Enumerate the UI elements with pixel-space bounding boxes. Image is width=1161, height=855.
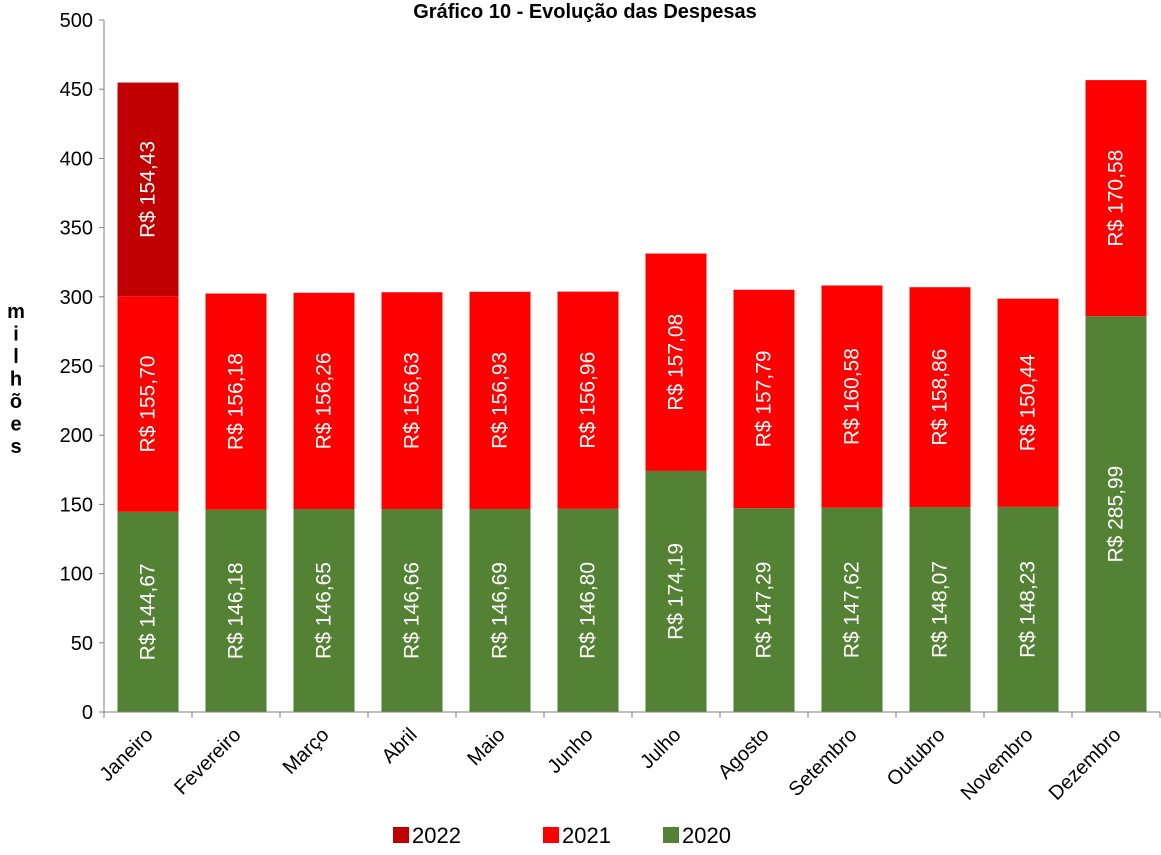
chart-title: Gráfico 10 - Evolução das Despesas [413, 1, 757, 23]
y-axis-label-char: m [7, 301, 25, 323]
data-label-2020-janeiro: R$ 144,67 [137, 563, 160, 660]
y-tick-label: 350 [60, 218, 93, 240]
y-axis-label-char: i [13, 324, 19, 346]
data-label-2021-julho: R$ 157,08 [665, 314, 688, 411]
data-label-2021-setembro: R$ 160,58 [841, 348, 864, 445]
data-label-2020-agosto: R$ 147,29 [753, 562, 776, 659]
y-tick-label: 200 [60, 425, 93, 447]
data-label-2020-outubro: R$ 148,07 [929, 561, 952, 658]
data-label-2020-junho: R$ 146,80 [577, 562, 600, 659]
x-tick-label: Outubro [883, 724, 950, 791]
bars [117, 80, 1147, 712]
data-label-2021-março: R$ 156,26 [313, 352, 336, 449]
y-tick-label: 0 [82, 702, 93, 724]
x-tick-label: Julho [636, 724, 685, 773]
bar-2020-janeiro [117, 511, 179, 712]
data-label-2021-agosto: R$ 157,79 [753, 350, 776, 447]
data-label-2021-novembro: R$ 150,44 [1017, 354, 1040, 451]
bar-2021-julho [645, 253, 707, 471]
y-axis-label-char: h [10, 369, 22, 391]
data-label-2021-abril: R$ 156,63 [401, 352, 424, 449]
data-label-2021-dezembro: R$ 170,58 [1105, 150, 1128, 247]
legend-label-2020: 2020 [682, 823, 731, 848]
data-label-2020-maio: R$ 146,69 [489, 562, 512, 659]
bar-2020-novembro [997, 506, 1059, 712]
legend-swatch-2020 [663, 827, 679, 843]
bar-2020-setembro [821, 507, 883, 712]
x-tick-label: Abril [378, 724, 422, 768]
bar-2020-maio [469, 508, 531, 712]
y-axis-label-char: l [13, 346, 19, 368]
bar-2021-janeiro [117, 296, 179, 512]
data-label-2021-janeiro: R$ 155,70 [137, 356, 160, 453]
y-axis-label-char: õ [10, 391, 22, 413]
x-tick-label: Dezembro [1045, 724, 1126, 805]
bar-2020-outubro [909, 507, 971, 712]
bar-2020-dezembro [1085, 316, 1147, 712]
bar-2021-março [293, 292, 355, 510]
data-label-2020-setembro: R$ 147,62 [841, 561, 864, 658]
bar-2021-outubro [909, 287, 971, 508]
y-tick-label: 500 [60, 10, 93, 32]
data-label-2021-outubro: R$ 158,86 [929, 349, 952, 446]
data-label-2021-maio: R$ 156,93 [489, 352, 512, 449]
data-label-2021-fevereiro: R$ 156,18 [225, 353, 248, 450]
bar-2020-março [293, 509, 355, 712]
x-tick-label: Agosto [714, 724, 774, 784]
y-tick-label: 450 [60, 79, 93, 101]
bar-2022-janeiro [117, 82, 179, 297]
bar-2020-julho [645, 470, 707, 712]
x-tick-label: Janeiro [96, 724, 158, 786]
data-label-2020-dezembro: R$ 285,99 [1105, 466, 1128, 563]
legend: 2022 2021 2020 [393, 823, 731, 848]
legend-swatch-2022 [393, 827, 409, 843]
y-axis-label-char: s [10, 436, 21, 458]
data-label-2020-março: R$ 146,65 [313, 562, 336, 659]
bar-2021-junho [557, 291, 619, 509]
bar-2021-abril [381, 292, 443, 510]
x-tick-label: Maio [463, 724, 509, 770]
y-tick-label: 300 [60, 287, 93, 309]
y-tick-label: 100 [60, 564, 93, 586]
y-tick-label: 50 [71, 633, 93, 655]
x-tick-label: Setembro [785, 724, 862, 801]
bar-2021-novembro [997, 298, 1059, 507]
x-tick-label: Fevereiro [170, 724, 245, 799]
x-tick-label: Março [279, 724, 334, 779]
bar-2021-setembro [821, 285, 883, 508]
legend-swatch-2021 [543, 827, 559, 843]
bar-2021-fevereiro [205, 293, 267, 510]
bar-2020-fevereiro [205, 509, 267, 712]
y-axis-label-char: e [10, 414, 21, 436]
x-tick-label: Novembro [957, 724, 1038, 805]
x-tick-label: Junho [543, 724, 597, 778]
data-label-2022-janeiro: R$ 154,43 [137, 141, 160, 238]
bar-2020-agosto [733, 508, 795, 712]
data-label-2020-abril: R$ 146,66 [401, 562, 424, 659]
data-label-2020-novembro: R$ 148,23 [1017, 561, 1040, 658]
legend-label-2022: 2022 [412, 823, 461, 848]
legend-label-2021: 2021 [562, 823, 611, 848]
data-labels: R$ 144,67 R$ 155,70 R$ 154,43 R$ 146,18 R$ 1… [137, 141, 1128, 660]
bar-2020-abril [381, 509, 443, 712]
bar-2021-dezembro [1085, 80, 1147, 317]
y-tick-label: 250 [60, 356, 93, 378]
bar-2020-junho [557, 508, 619, 712]
bar-2021-maio [469, 291, 531, 509]
y-tick-label: 150 [60, 494, 93, 516]
data-label-2020-julho: R$ 174,19 [665, 543, 688, 640]
bar-2021-agosto [733, 289, 795, 509]
y-tick-label: 400 [60, 148, 93, 170]
data-label-2021-junho: R$ 156,96 [577, 352, 600, 449]
data-label-2020-fevereiro: R$ 146,18 [225, 562, 248, 659]
